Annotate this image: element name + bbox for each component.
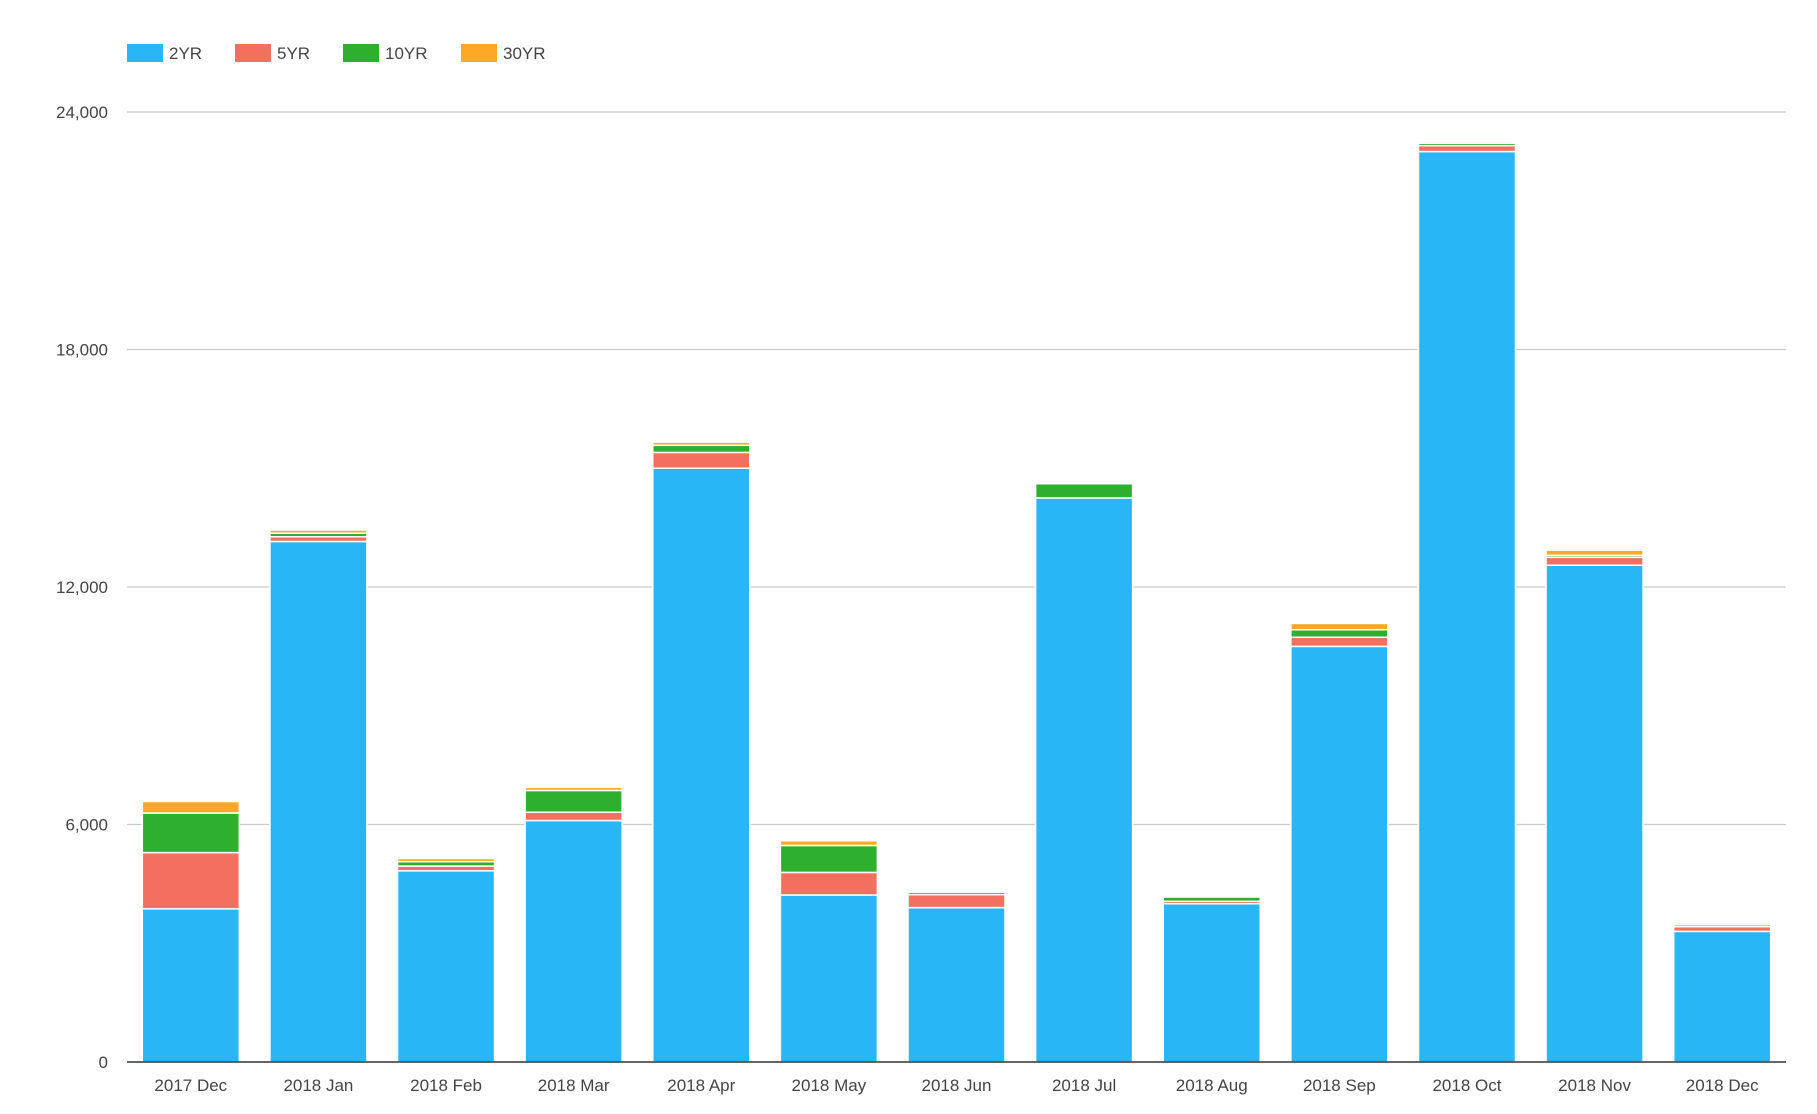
x-tick-label: 2017 Dec: [154, 1076, 227, 1095]
bar-2018-oct-30yr[interactable]: [1417, 140, 1517, 145]
bar-2018-apr-2yr[interactable]: [652, 467, 751, 1063]
bar-2018-apr-30yr[interactable]: [652, 441, 751, 447]
bar-2018-jun-30yr[interactable]: [907, 890, 1006, 893]
bar-2018-jul-10yr[interactable]: [1034, 482, 1134, 499]
x-tick-label: 2018 Aug: [1176, 1076, 1248, 1095]
x-tick-label: 2018 Jan: [283, 1076, 353, 1095]
x-tick-label: 2018 May: [792, 1076, 867, 1095]
x-tick-label: 2018 Oct: [1432, 1076, 1501, 1095]
bar-2018-jun-5yr[interactable]: [907, 893, 1006, 909]
bar-2018-may-5yr[interactable]: [779, 871, 879, 896]
bar-2018-jul-2yr[interactable]: [1034, 497, 1134, 1063]
legend-swatch-30yr: [461, 44, 497, 62]
x-tick-label: 2018 Mar: [538, 1076, 610, 1095]
bar-2018-dec-30yr[interactable]: [1672, 922, 1772, 926]
x-tick-label: 2018 Dec: [1686, 1076, 1759, 1095]
legend-label: 10YR: [385, 44, 428, 63]
bar-2018-nov-5yr[interactable]: [1545, 556, 1644, 566]
bar-2018-sep-5yr[interactable]: [1290, 636, 1389, 648]
x-tick-label: 2018 Nov: [1558, 1076, 1631, 1095]
legend-item-30yr[interactable]: 30YR: [461, 44, 546, 63]
bars: [141, 140, 1772, 1063]
bar-2018-may-2yr[interactable]: [779, 894, 879, 1063]
bar-2018-oct-5yr[interactable]: [1417, 144, 1517, 153]
bar-2018-sep-2yr[interactable]: [1290, 645, 1389, 1063]
bar-2018-may-30yr[interactable]: [779, 839, 879, 847]
legend-label: 2YR: [169, 44, 202, 63]
bar-2018-dec-2yr[interactable]: [1672, 930, 1772, 1063]
bar-2018-nov-30yr[interactable]: [1545, 549, 1644, 557]
bar-2017-dec-30yr[interactable]: [141, 800, 241, 814]
bar-2018-sep-10yr[interactable]: [1290, 629, 1389, 639]
bar-2018-jul-30yr[interactable]: [1034, 481, 1134, 485]
legend-swatch-5yr: [235, 44, 271, 62]
bar-2018-mar-10yr[interactable]: [524, 789, 623, 813]
x-tick-label: 2018 Jul: [1052, 1076, 1116, 1095]
x-tick-label: 2018 Feb: [410, 1076, 482, 1095]
bar-2018-feb-30yr[interactable]: [396, 857, 496, 863]
bar-2018-sep-30yr[interactable]: [1290, 622, 1389, 631]
y-tick-label: 18,000: [56, 341, 108, 360]
bar-2018-jan-2yr[interactable]: [269, 540, 368, 1063]
y-tick-label: 6,000: [65, 816, 108, 835]
bar-2018-apr-10yr[interactable]: [652, 444, 751, 454]
bar-2018-aug-2yr[interactable]: [1162, 902, 1261, 1063]
bar-2017-dec-5yr[interactable]: [141, 851, 241, 910]
bar-2018-mar-30yr[interactable]: [524, 786, 623, 792]
y-tick-label: 0: [99, 1053, 108, 1072]
legend-swatch-10yr: [343, 44, 379, 62]
bar-2018-feb-2yr[interactable]: [396, 870, 496, 1063]
bar-2017-dec-2yr[interactable]: [141, 908, 241, 1063]
gridlines: [127, 111, 1786, 826]
bar-2018-oct-2yr[interactable]: [1417, 150, 1517, 1063]
bar-2018-jun-2yr[interactable]: [907, 906, 1006, 1063]
bar-2018-mar-2yr[interactable]: [524, 819, 623, 1063]
x-tick-label: 2018 Jun: [922, 1076, 992, 1095]
legend-label: 5YR: [277, 44, 310, 63]
legend-item-10yr[interactable]: 10YR: [343, 44, 428, 63]
legend-item-5yr[interactable]: 5YR: [235, 44, 310, 63]
bar-2018-may-10yr[interactable]: [779, 844, 879, 874]
y-tick-label: 12,000: [56, 578, 108, 597]
bar-2018-apr-5yr[interactable]: [652, 451, 751, 470]
y-tick-label: 24,000: [56, 103, 108, 122]
bar-2017-dec-10yr[interactable]: [141, 812, 241, 854]
legend-item-2yr[interactable]: 2YR: [127, 44, 202, 63]
axes: 0 6,000 12,000 18,000 24,000 2017 Dec 2018 Jan…: [56, 103, 1786, 1095]
legend-swatch-2yr: [127, 44, 163, 62]
x-tick-label: 2018 Apr: [667, 1076, 735, 1095]
bar-2018-nov-2yr[interactable]: [1545, 564, 1644, 1063]
bar-2018-jan-30yr[interactable]: [269, 529, 368, 534]
bar-2018-aug-30yr[interactable]: [1162, 895, 1261, 898]
legend-label: 30YR: [503, 44, 546, 63]
legend: 2YR 5YR 10YR 30YR: [127, 44, 546, 63]
bar-2018-mar-5yr[interactable]: [524, 811, 623, 822]
x-tick-label: 2018 Sep: [1303, 1076, 1376, 1095]
